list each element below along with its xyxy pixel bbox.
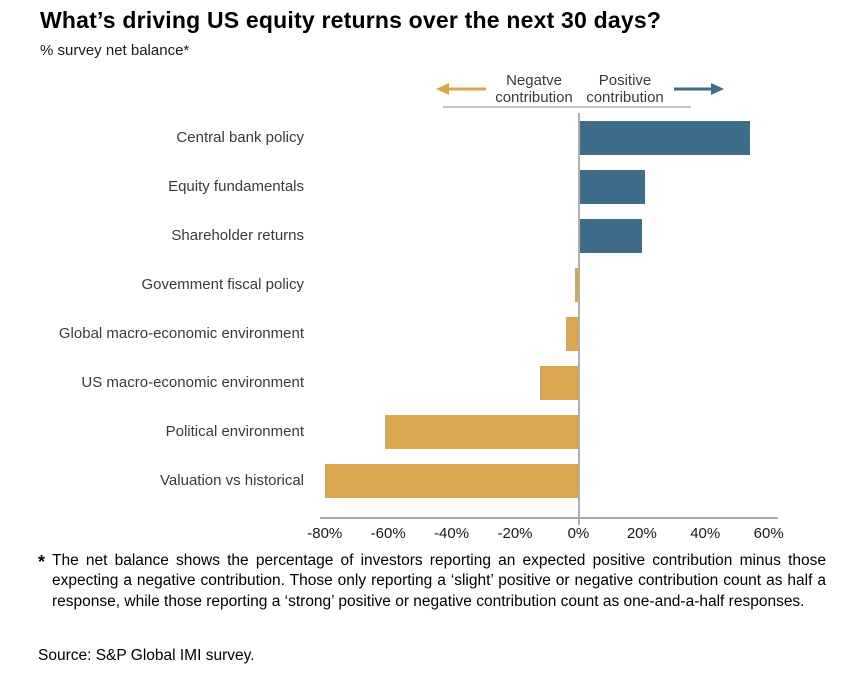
chart-row: Global macro-economic environment (30, 309, 820, 358)
x-axis-tick-label: 60% (753, 525, 784, 542)
chart-row: Central bank policy (30, 113, 820, 162)
positive-bar (578, 218, 642, 253)
x-axis-line (320, 517, 778, 519)
negative-bar (565, 316, 579, 351)
negative-arrow-icon (436, 83, 486, 96)
x-axis-tick-label: -20% (497, 525, 533, 542)
positive-bar (578, 120, 750, 155)
x-axis-ticks: -80% -60% -40% -20% 0% 20% 40% 60% (307, 519, 783, 549)
chart-row: Shareholder returns (30, 211, 820, 260)
x-axis-tick-label: -80% (307, 525, 343, 542)
plot-strip (320, 309, 775, 358)
negative-bar (540, 365, 579, 400)
page-title: What’s driving US equity returns over th… (40, 7, 662, 33)
category-label: Equity fundamentals (168, 178, 304, 195)
x-axis-tick-label: -60% (370, 525, 406, 542)
chart-subtitle: % survey net balance* (40, 42, 190, 59)
positive-bar (578, 169, 645, 204)
chart-row: Valuation vs historical (30, 456, 820, 505)
footnote: * The net balance shows the percentage o… (38, 551, 826, 612)
zero-baseline (578, 113, 581, 525)
category-label: US macro-economic environment (81, 374, 304, 391)
legend-underline (443, 106, 691, 108)
chart-row: Political environment (30, 407, 820, 456)
negative-bar (324, 463, 579, 498)
footnote-text: The net balance shows the percentage of … (52, 552, 826, 610)
negative-legend-label: Negatve contribution (495, 72, 573, 107)
x-axis-tick-label: 20% (626, 525, 657, 542)
plot-strip (320, 113, 775, 162)
positive-arrow-icon (674, 83, 724, 96)
x-axis-tick-label: 40% (690, 525, 721, 542)
x-axis-tick-label: -40% (434, 525, 470, 542)
x-axis-tick-label: 0% (567, 525, 590, 542)
category-label: Govemment fiscal policy (141, 276, 304, 293)
plot-strip (320, 456, 775, 505)
plot-strip (320, 211, 775, 260)
chart-row: Equity fundamentals (30, 162, 820, 211)
chart-rows: Central bank policy Equity fundamentals Sh… (30, 113, 820, 505)
chart-row: Govemment fiscal policy (30, 260, 820, 309)
negative-bar (575, 267, 579, 302)
source-line: Source: S&P Global IMI survey. (38, 647, 255, 664)
category-label: Valuation vs historical (160, 472, 304, 489)
category-label: Central bank policy (176, 129, 304, 146)
category-label: Political environment (165, 423, 304, 440)
plot-strip (320, 260, 775, 309)
negative-bar (385, 414, 579, 449)
plot-strip (320, 358, 775, 407)
plot-strip (320, 162, 775, 211)
footnote-asterisk: * (38, 552, 46, 572)
direction-legend: Negatve contribution Positive contributi… (436, 72, 724, 107)
plot-strip (320, 407, 775, 456)
bar-chart: Central bank policy Equity fundamentals Sh… (30, 113, 820, 549)
positive-legend-label: Positive contribution (586, 72, 664, 107)
chart-row: US macro-economic environment (30, 358, 820, 407)
category-label: Shareholder returns (171, 227, 304, 244)
category-label: Global macro-economic environment (58, 325, 304, 342)
